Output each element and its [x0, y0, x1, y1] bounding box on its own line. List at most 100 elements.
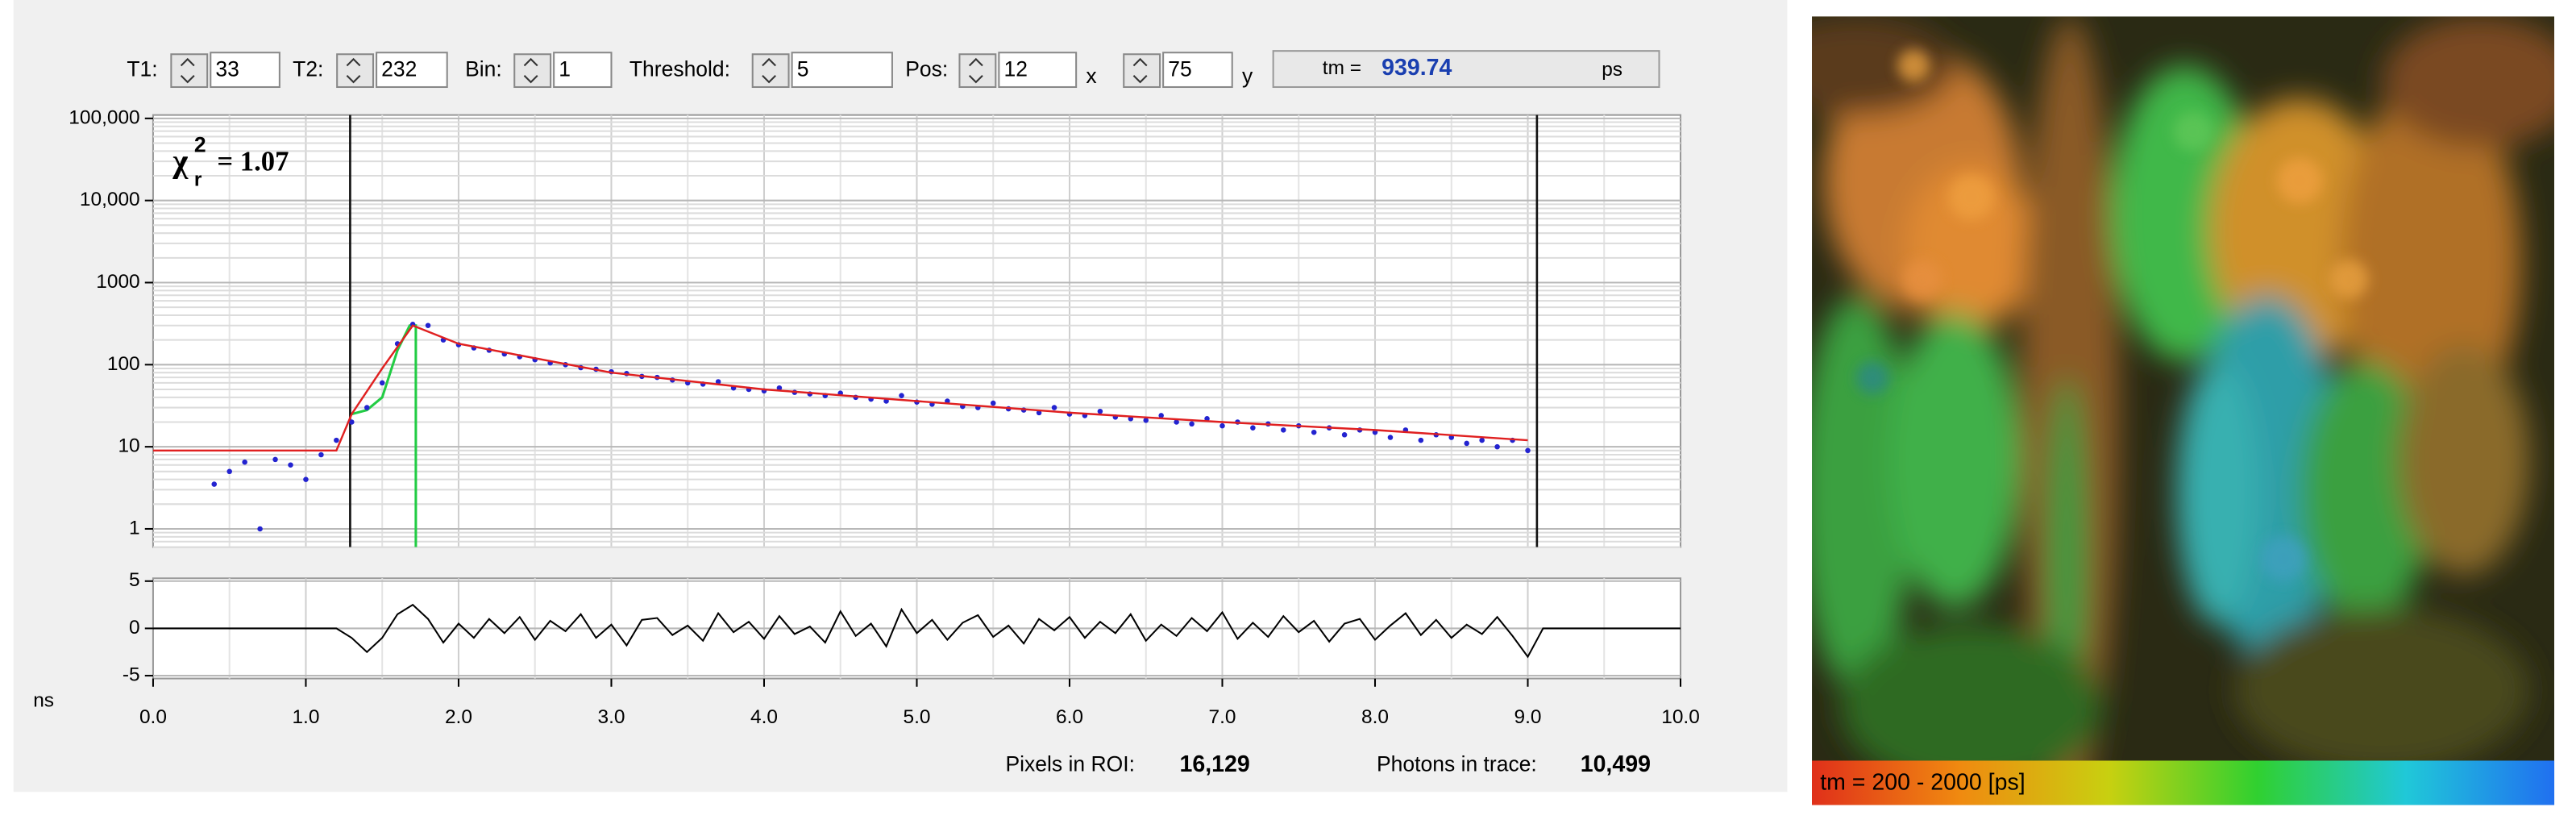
pixels-label: Pixels in ROI: [1006, 752, 1135, 776]
photons-value: 10,499 [1581, 751, 1651, 777]
data-point [211, 481, 218, 487]
data-point [1464, 440, 1469, 447]
y-tick-label: 10 [118, 435, 139, 457]
threshold-label: Threshold: [629, 57, 730, 81]
t1-input[interactable] [210, 52, 280, 89]
data-point [1479, 437, 1485, 443]
data-point [1143, 418, 1149, 423]
data-point [1158, 413, 1164, 418]
spin[interactable] [751, 53, 790, 89]
tm-label: tm = [1323, 57, 1361, 79]
data-point [1097, 408, 1103, 414]
data-point [242, 459, 247, 465]
pos-label: Pos: [905, 57, 948, 81]
bin-label: Bin: [465, 57, 502, 81]
data-point [990, 400, 996, 406]
data-point [364, 405, 370, 410]
y-tick-label: 10,000 [80, 189, 140, 210]
data-point [1311, 429, 1317, 435]
data-point [1204, 416, 1210, 422]
data-point [272, 456, 278, 463]
data-point [715, 379, 721, 385]
chi-subscript: r [194, 169, 202, 191]
y-tick-label: -5 [123, 664, 140, 686]
data-point [318, 451, 324, 458]
data-point [288, 462, 293, 468]
pos-x-value: 12 [1003, 57, 1027, 81]
data-point [1189, 421, 1195, 427]
chi-value: = 1.07 [217, 147, 289, 177]
x-tick-label: 7.0 [1209, 706, 1236, 728]
data-point [303, 476, 309, 482]
x-tick-label: 8.0 [1361, 706, 1389, 728]
color-bar [1812, 760, 2555, 805]
t2-input[interactable] [376, 52, 448, 89]
image-caption: tm = 200 - 2000 [ps] [1820, 770, 2025, 796]
y-label: y [1242, 64, 1253, 88]
data-point [776, 385, 783, 391]
chi-superscript: 2 [194, 132, 206, 156]
y-tick-label: 1 [129, 517, 140, 539]
t1-value: 33 [215, 57, 239, 81]
data-point [1250, 425, 1256, 431]
x-tick-label: 1.0 [292, 706, 319, 728]
x-tick-label: 0.0 [139, 706, 167, 728]
threshold-value: 5 [797, 57, 809, 81]
x-tick-label: 9.0 [1514, 706, 1542, 728]
spin[interactable] [170, 53, 209, 89]
pixels-value: 16,129 [1180, 751, 1250, 777]
data-point [1341, 432, 1348, 438]
threshold-input[interactable] [791, 52, 893, 89]
x-tick-label: 4.0 [750, 706, 778, 728]
spin[interactable] [1123, 53, 1161, 89]
data-point [226, 468, 232, 475]
spin[interactable] [336, 53, 375, 89]
pos-y-input[interactable] [1162, 52, 1233, 89]
x-tick-label: 3.0 [597, 706, 625, 728]
data-point [379, 380, 385, 386]
y-tick-label: 5 [129, 569, 140, 591]
x-label: x [1086, 64, 1096, 88]
x-tick-label: 6.0 [1056, 706, 1083, 728]
x-tick-label: 2.0 [445, 706, 472, 728]
spin[interactable] [513, 53, 552, 89]
flim-image [1812, 16, 2555, 805]
fit-line [152, 324, 1528, 452]
x-tick-label: 5.0 [903, 706, 930, 728]
spin[interactable] [958, 53, 997, 89]
data-point [1174, 419, 1179, 425]
bin-input[interactable] [553, 52, 613, 89]
t2-label: T2: [293, 57, 323, 81]
x-axis-label: ns [33, 690, 54, 712]
data-point [1387, 435, 1394, 440]
data-point [1219, 422, 1225, 429]
t2-value: 232 [381, 57, 417, 81]
bin-value: 1 [559, 57, 571, 81]
tm-value: 939.74 [1381, 55, 1452, 81]
pos-y-value: 75 [1168, 57, 1191, 81]
data-point [349, 419, 355, 425]
x-tick-label: 10.0 [1661, 706, 1700, 728]
data-point [334, 437, 339, 443]
photons-label: Photons in trace: [1377, 752, 1537, 776]
y-tick-label: 1000 [96, 271, 139, 293]
data-point [425, 322, 431, 328]
data-point [1418, 437, 1424, 443]
controls: T1: 33 T2: 232 Bin: 1 Threshold: 5 Pos: … [127, 50, 1660, 89]
data-point [899, 393, 904, 398]
chi-symbol: χ [172, 143, 189, 179]
pos-x-input[interactable] [998, 52, 1078, 89]
data-point [1494, 443, 1500, 450]
y-tick-label: 100,000 [69, 106, 139, 128]
tm-unit: ps [1602, 59, 1622, 81]
y-tick-label: 0 [129, 617, 140, 639]
data-point [1281, 427, 1286, 433]
y-tick-label: 100 [107, 353, 140, 375]
data-point [1051, 405, 1057, 410]
data-point [257, 526, 263, 532]
data-point [1525, 447, 1531, 454]
t1-label: T1: [127, 57, 157, 81]
residual-line [152, 603, 1681, 659]
